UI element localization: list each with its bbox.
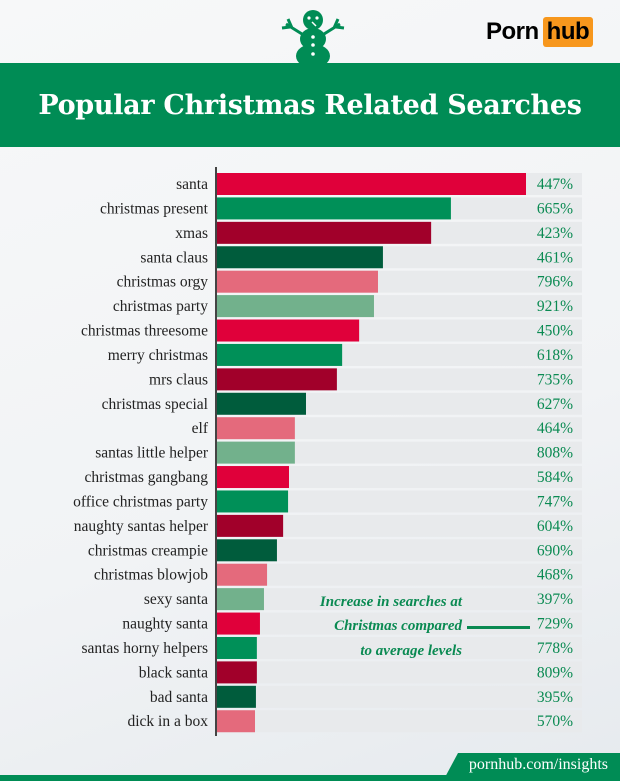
bar xyxy=(217,197,451,220)
bar-track xyxy=(217,612,582,635)
bar-track xyxy=(217,661,582,684)
logo-text-hub: hub xyxy=(542,17,594,47)
increase-label: 729% xyxy=(537,616,573,633)
bar xyxy=(217,343,343,366)
annotation-line-2: Christmas compared xyxy=(334,618,462,635)
increase-label: 395% xyxy=(537,689,573,706)
bar xyxy=(217,563,268,586)
bar xyxy=(217,173,526,195)
increase-label: 796% xyxy=(537,274,573,291)
increase-label: 665% xyxy=(537,200,573,217)
annotation-pointer-line xyxy=(467,626,530,629)
category-label: sexy santa xyxy=(144,591,208,608)
bar-track xyxy=(217,636,582,659)
category-label: black santa xyxy=(139,664,208,681)
increase-label: 747% xyxy=(537,493,573,510)
category-label: christmas orgy xyxy=(117,274,209,291)
annotation-line-1: Increase in searches at xyxy=(319,594,462,610)
increase-label: 604% xyxy=(537,518,573,535)
category-label: santas little helper xyxy=(95,445,209,462)
increase-label: 461% xyxy=(537,249,573,266)
footer-bar xyxy=(0,775,620,781)
increase-label: 735% xyxy=(537,371,573,388)
increase-label: 447% xyxy=(537,176,573,193)
annotation: Increase in searches at Christmas compar… xyxy=(280,590,462,663)
category-label: dick in a box xyxy=(128,713,209,730)
footer-url[interactable]: pornhub.com/insights xyxy=(468,756,608,773)
category-label: santa claus xyxy=(140,249,208,266)
increase-label: 570% xyxy=(537,713,573,730)
bar-track xyxy=(217,417,582,440)
bar xyxy=(217,661,257,684)
logo-text-porn: Porn xyxy=(486,18,539,45)
increase-label: 450% xyxy=(537,323,573,340)
title-banner: Popular Christmas Related Searches xyxy=(0,63,620,147)
bar xyxy=(217,417,295,440)
increase-label: 423% xyxy=(537,225,573,242)
bar xyxy=(217,685,256,708)
increase-label: 464% xyxy=(537,420,573,437)
category-label: christmas special xyxy=(102,396,208,413)
category-label: christmas blowjob xyxy=(94,567,208,584)
category-label: christmas creampie xyxy=(88,542,208,559)
category-label: christmas present xyxy=(100,200,209,217)
category-label: xmas xyxy=(175,225,208,242)
category-label: merry christmas xyxy=(108,347,208,364)
bar xyxy=(217,270,378,293)
increase-label: 778% xyxy=(537,640,573,657)
increase-label: 584% xyxy=(537,469,573,486)
increase-label: 809% xyxy=(537,664,573,681)
bar xyxy=(217,295,374,318)
bar xyxy=(217,466,289,489)
bar-track xyxy=(217,563,582,586)
increase-label: 397% xyxy=(537,591,573,608)
bar xyxy=(217,246,383,269)
bar xyxy=(217,636,257,659)
category-label: santa xyxy=(176,176,208,193)
pornhub-logo: Porn hub xyxy=(486,17,594,47)
bar xyxy=(217,319,360,342)
increase-label: 690% xyxy=(537,542,573,559)
bar xyxy=(217,490,289,513)
page-title: Popular Christmas Related Searches xyxy=(38,89,582,121)
bar xyxy=(217,221,432,244)
increase-label: 808% xyxy=(537,445,573,462)
increase-label: 627% xyxy=(537,396,573,413)
bar-track xyxy=(217,441,582,464)
category-label: naughty santas helper xyxy=(74,518,209,535)
category-label: office christmas party xyxy=(73,493,208,510)
bar xyxy=(217,392,306,415)
bar xyxy=(217,588,264,611)
bar-track xyxy=(217,685,582,708)
annotation-line-3: to average levels xyxy=(360,642,462,659)
category-label: elf xyxy=(192,420,209,437)
category-label: santas horny helpers xyxy=(81,640,208,657)
category-label: bad santa xyxy=(150,689,208,706)
increase-label: 921% xyxy=(537,298,573,315)
bar xyxy=(217,710,256,733)
increase-label: 618% xyxy=(537,347,573,364)
bar-track xyxy=(217,514,582,537)
category-label: christmas party xyxy=(113,298,208,315)
footer-tab: pornhub.com/insights xyxy=(443,753,620,781)
increase-label: 468% xyxy=(537,567,573,584)
category-label: mrs claus xyxy=(149,371,208,388)
bar xyxy=(217,612,260,635)
category-label: naughty santa xyxy=(122,616,208,633)
bar xyxy=(217,539,277,562)
bar-track xyxy=(217,710,582,733)
snowman-icon xyxy=(281,10,345,64)
bar-track xyxy=(217,490,582,513)
bar xyxy=(217,368,337,391)
bar xyxy=(217,514,284,537)
bar xyxy=(217,441,295,464)
bar-track xyxy=(217,466,582,489)
bar-track xyxy=(217,588,582,611)
category-label: christmas threesome xyxy=(81,323,208,340)
category-label: christmas gangbang xyxy=(84,469,208,486)
bar-track xyxy=(217,392,582,415)
bar-track xyxy=(217,539,582,562)
